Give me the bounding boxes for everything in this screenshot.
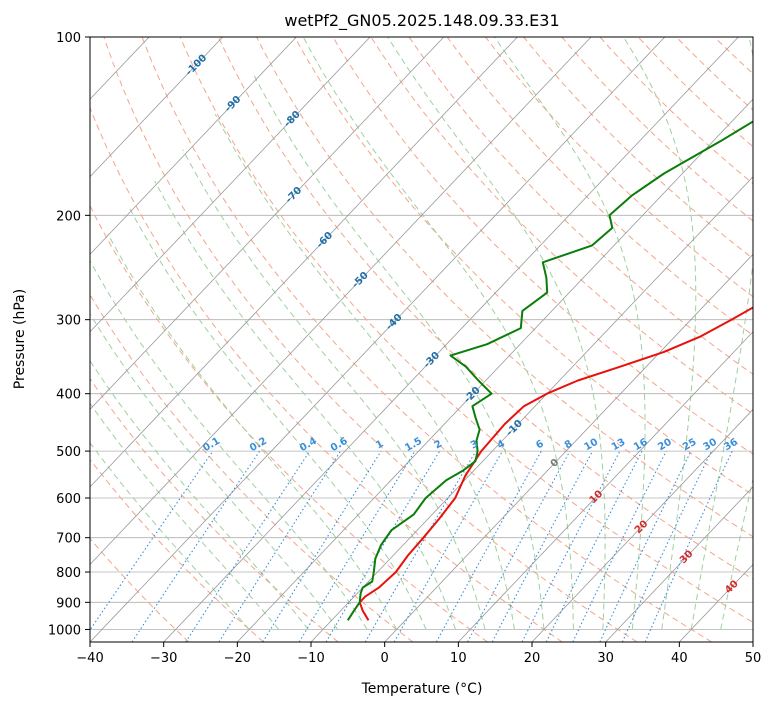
y-tick-label: 200 <box>56 209 81 224</box>
dry-adiabat <box>599 37 753 185</box>
mixing-ratio-label: 4 <box>495 438 507 451</box>
moist-adiabat <box>90 312 339 630</box>
x-tick-label: 40 <box>671 651 688 666</box>
moist-adiabat <box>90 402 280 630</box>
dry-adiabat <box>90 377 339 642</box>
moist-adiabat <box>182 149 486 630</box>
skewed-isotherm <box>90 37 445 410</box>
skewed-isotherm <box>90 37 518 488</box>
mixing-ratio-line <box>393 450 503 642</box>
skewed-isotherm <box>384 253 753 642</box>
mixing-ratio-line <box>644 450 733 642</box>
mixing-ratio-line <box>325 450 441 642</box>
temperature-profile <box>358 306 753 621</box>
dry-adiabat <box>637 37 753 148</box>
moist-adiabat <box>90 259 368 630</box>
mixing-ratio-line <box>262 450 382 642</box>
mixing-ratio-label: 3 <box>469 438 481 451</box>
mixing-ratio-label: 8 <box>563 438 575 451</box>
dry-adiabat <box>217 37 753 580</box>
x-tick-label: −20 <box>224 651 251 666</box>
mixing-ratio-label: 1 <box>374 438 386 451</box>
y-tick-label: 600 <box>56 492 81 507</box>
skewed-isotherm <box>310 176 753 642</box>
x-tick-label: 50 <box>745 651 762 666</box>
mixing-ratio-line <box>364 450 477 642</box>
moist-adiabat <box>214 113 515 630</box>
dewpoint-profile <box>346 120 753 621</box>
dry-adiabat <box>446 37 753 336</box>
mixing-ratio-line <box>185 450 311 642</box>
skewed-isotherm <box>90 37 666 642</box>
x-tick-label: 20 <box>524 651 541 666</box>
x-axis-label: Temperature (°C) <box>361 681 483 697</box>
moist-adiabat <box>387 37 606 630</box>
dry-adiabat <box>485 37 753 298</box>
moist-adiabat <box>690 37 753 630</box>
skewed-isotherm <box>90 37 592 566</box>
x-tick-label: −40 <box>76 651 103 666</box>
y-tick-label: 1000 <box>48 623 81 638</box>
moist-adiabat <box>493 37 646 630</box>
mixing-ratio-line <box>218 450 341 642</box>
y-axis-label: Pressure (hPa) <box>12 289 28 389</box>
moist-adiabat <box>622 37 697 630</box>
y-tick-label: 500 <box>56 445 81 460</box>
skewed-isotherm <box>90 37 297 255</box>
dry-adiabat <box>90 458 264 642</box>
dry-adiabat <box>90 293 414 642</box>
skewed-isotherm <box>458 331 753 642</box>
skewed-isotherm <box>163 37 739 642</box>
moist-adiabat <box>90 442 250 630</box>
x-tick-label: −10 <box>297 651 324 666</box>
skewed-isotherm <box>90 37 371 333</box>
plot-frame <box>89 36 754 643</box>
mixing-ratio-line <box>90 450 214 631</box>
skewed-isotherm <box>237 98 753 642</box>
dry-adiabat <box>294 37 753 496</box>
mixing-ratio-line <box>435 450 542 642</box>
moist-adiabat <box>720 476 753 630</box>
y-tick-label: 700 <box>56 532 81 547</box>
x-tick-label: 10 <box>450 651 467 666</box>
mixing-ratio-label: 6 <box>534 438 546 451</box>
x-tick-label: −30 <box>150 651 177 666</box>
dry-adiabat <box>141 37 712 642</box>
skewed-isotherm <box>90 37 223 178</box>
moist-adiabat <box>107 233 398 630</box>
chart-title: wetPf2_GN05.2025.148.09.33.E31 <box>284 11 559 31</box>
mixing-ratio-line <box>572 450 667 642</box>
mixing-ratio-line <box>467 450 571 642</box>
mixing-ratio-line <box>621 450 712 642</box>
moist-adiabat <box>154 180 456 630</box>
y-tick-label: 300 <box>56 314 81 329</box>
dry-adiabat <box>90 106 563 642</box>
plot-area: -100-90-80-70-60-50-40-30-20-10010203040… <box>90 37 753 642</box>
axes: −40 −30 −20 −10 0 10 20 30 40 50 100 200 300 400 500 60… <box>48 31 761 666</box>
x-tick-label: 0 <box>381 651 389 666</box>
dry-adiabat <box>103 37 638 642</box>
dry-adiabat <box>408 37 753 375</box>
dry-adiabat <box>179 37 753 623</box>
mixing-ratio-line <box>599 450 692 642</box>
moist-adiabat <box>252 72 545 630</box>
moist-adiabat <box>129 208 427 630</box>
y-tick-label: 800 <box>56 566 81 581</box>
mixing-ratio-line <box>298 450 416 642</box>
y-tick-label: 400 <box>56 388 81 403</box>
y-tick-label: 100 <box>56 31 81 46</box>
dry-adiabat <box>370 37 753 415</box>
y-tick-label: 900 <box>56 596 81 611</box>
skewed-isotherm <box>605 486 753 642</box>
x-tick-label: 30 <box>597 651 614 666</box>
mixing-ratio-label: 2 <box>433 438 445 451</box>
skewed-isotherm <box>531 408 753 642</box>
